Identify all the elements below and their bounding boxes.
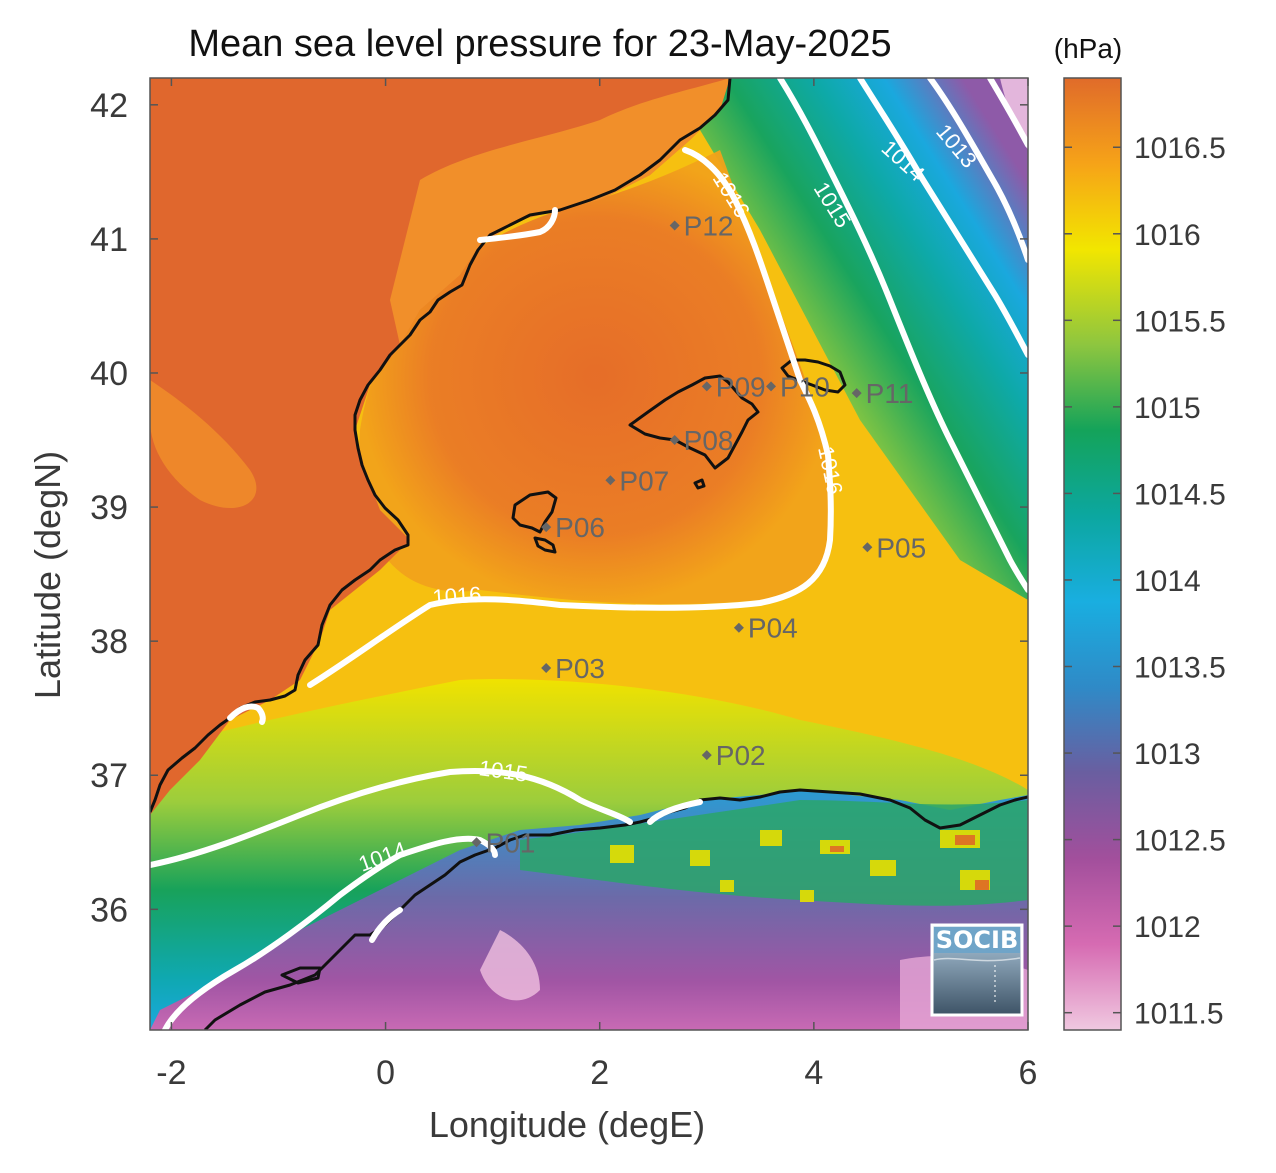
- socib-logo-text: SOCIB: [936, 926, 1019, 954]
- cabrera-island: [693, 478, 706, 490]
- x-tick-label: 2: [590, 1054, 609, 1092]
- y-tick-label: 36: [90, 891, 128, 929]
- map-area: 1016 1016 1016 1015 1015 1014 1014 1013 …: [150, 78, 1028, 1030]
- colorbar-tick-label: 1014.5: [1134, 478, 1226, 511]
- colorbar: (hPa) 1016.5 1016 1015.5 1015 1014.5 1014 1013…: [1054, 33, 1226, 1031]
- station-label: P07: [619, 465, 669, 496]
- station-marker: [669, 435, 680, 446]
- y-tick-label: 39: [90, 489, 128, 527]
- station-label: P12: [684, 210, 734, 241]
- station-marker: [701, 381, 712, 392]
- x-tick-label: 6: [1019, 1054, 1038, 1092]
- station-label: P11: [866, 378, 914, 409]
- map-title: Mean sea level pressure for 23-May-2025: [188, 23, 891, 65]
- station-label: P10: [780, 371, 830, 402]
- station-markers: P01 P02 P03 P04 P05 P06 P07 P08 P09 P10 P11 P12: [471, 210, 926, 858]
- y-axis-ticks: 42 41 40 39 38 37 36: [90, 87, 1028, 929]
- x-tick-label: -2: [156, 1054, 186, 1092]
- y-tick-label: 37: [90, 757, 128, 795]
- colorbar-ticks: 1016.5 1016 1015.5 1015 1014.5 1014 1013.5 1013…: [1064, 132, 1226, 1031]
- colorbar-tick-label: 1013: [1134, 738, 1201, 771]
- colorbar-tick-label: 1015.5: [1134, 305, 1226, 338]
- contour-1014-alboran: [369, 907, 403, 943]
- station-label: P09: [716, 371, 766, 402]
- contour-label-1016-south: 1016: [432, 582, 483, 610]
- contour-1016-main: [307, 147, 834, 688]
- colorbar-tick-label: 1011.5: [1134, 998, 1224, 1031]
- station-marker: [669, 220, 680, 231]
- x-axis-ticks: -2 0 2 4 6: [156, 78, 1037, 1092]
- iberia-coastline: [150, 78, 732, 813]
- ibiza-island: [511, 490, 558, 534]
- x-axis-label: Longitude (degE): [429, 1104, 705, 1145]
- contour-1015-south: [150, 767, 703, 868]
- station-label: P05: [876, 532, 926, 563]
- colorbar-tick-label: 1014: [1134, 565, 1201, 598]
- mallorca-island: [628, 374, 760, 470]
- contour-1014-ne: [857, 78, 1028, 358]
- formentera-island: [533, 536, 557, 554]
- colorbar-tick-label: 1012.5: [1134, 825, 1226, 858]
- colorbar-units: (hPa): [1054, 33, 1122, 64]
- station-marker: [471, 837, 482, 848]
- station-marker: [851, 388, 862, 399]
- contour-1016-cartagena: [227, 703, 266, 725]
- station-marker: [701, 750, 712, 761]
- plot-frame: [149, 77, 1029, 1031]
- contour-1014-sw: [162, 835, 498, 1030]
- station-marker: [766, 381, 777, 392]
- socib-logo: SOCIB: [930, 923, 1024, 1017]
- colorbar-tick-label: 1016: [1134, 219, 1201, 252]
- africa-coastline: [203, 788, 1028, 1030]
- x-tick-label: 4: [804, 1054, 823, 1092]
- colorbar-gradient: [1063, 77, 1122, 1031]
- x-tick-label: 0: [376, 1054, 395, 1092]
- station-label: P02: [716, 740, 766, 771]
- y-tick-label: 38: [90, 623, 128, 661]
- contour-1012-ne: [987, 78, 1028, 148]
- station-marker: [541, 522, 552, 533]
- station-marker: [541, 662, 552, 673]
- station-label: P01: [486, 827, 536, 858]
- colorbar-tick-label: 1015: [1134, 392, 1201, 425]
- y-tick-label: 41: [90, 221, 128, 259]
- station-label: P03: [555, 653, 605, 684]
- station-marker: [733, 622, 744, 633]
- colorbar-tick-label: 1013.5: [1134, 652, 1226, 685]
- contour-1013-ne: [927, 78, 1028, 263]
- colorbar-tick-label: 1012: [1134, 911, 1201, 944]
- station-label: P04: [748, 613, 798, 644]
- y-tick-label: 42: [90, 87, 128, 125]
- contour-1015-ne: [777, 78, 1028, 593]
- colorbar-tick-label: 1016.5: [1134, 132, 1226, 165]
- contour-1016-catalonia: [477, 207, 558, 243]
- alboran-island: [280, 966, 322, 985]
- station-marker: [605, 475, 616, 486]
- y-tick-label: 40: [90, 355, 128, 393]
- station-marker: [862, 542, 873, 553]
- y-axis-label: Latitude (degN): [27, 451, 68, 699]
- station-label: P06: [555, 512, 605, 543]
- station-label: P08: [684, 425, 734, 456]
